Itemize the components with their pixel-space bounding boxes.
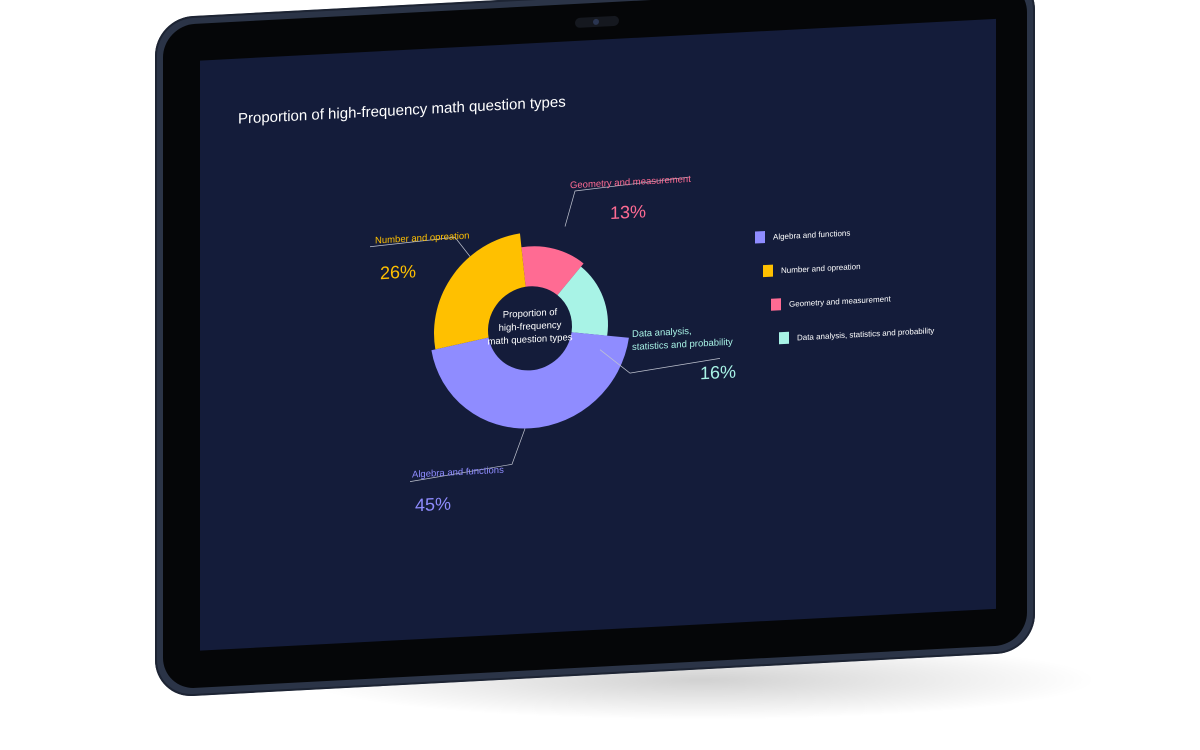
- slice-value-label: 26%: [380, 261, 416, 283]
- legend-label: Algebra and functions: [773, 229, 850, 242]
- slice-value-label: 45%: [415, 493, 451, 515]
- camera-icon: [575, 15, 619, 28]
- legend-swatch: [755, 231, 765, 244]
- callout-line: [369, 236, 471, 257]
- slice-value-label: 16%: [700, 362, 736, 384]
- legend-label: Number and opreation: [781, 262, 861, 275]
- callout-line: [564, 176, 691, 227]
- callout-line: [599, 349, 721, 374]
- legend-label: Data analysis, statistics and probabilit…: [797, 326, 934, 342]
- slice-label: statistics and probability: [632, 337, 733, 353]
- center-label: math question types: [488, 332, 573, 347]
- slice-label: Algebra and functions: [412, 465, 504, 481]
- pie-slice: [434, 233, 526, 350]
- slice-label: Number and opreation: [375, 231, 469, 247]
- slice-label: Data analysis,: [632, 326, 692, 340]
- pie-slice: [521, 246, 584, 296]
- legend-swatch: [771, 298, 781, 311]
- legend-swatch: [763, 264, 773, 278]
- slice-value-label: 13%: [610, 201, 646, 223]
- slice-label: Geometry and measurement: [570, 174, 691, 191]
- tablet-device: Proportion of high-frequency math questi…: [155, 0, 1035, 698]
- pie-slice: [431, 332, 629, 429]
- center-label: Proportion of: [503, 307, 558, 321]
- pie-slice: [557, 266, 608, 336]
- callout-line: [409, 428, 526, 482]
- legend-label: Geometry and measurement: [789, 294, 892, 308]
- center-label: high-frequency: [499, 320, 562, 334]
- legend-swatch: [779, 331, 789, 345]
- tablet-screen: Proportion of high-frequency math questi…: [200, 18, 996, 651]
